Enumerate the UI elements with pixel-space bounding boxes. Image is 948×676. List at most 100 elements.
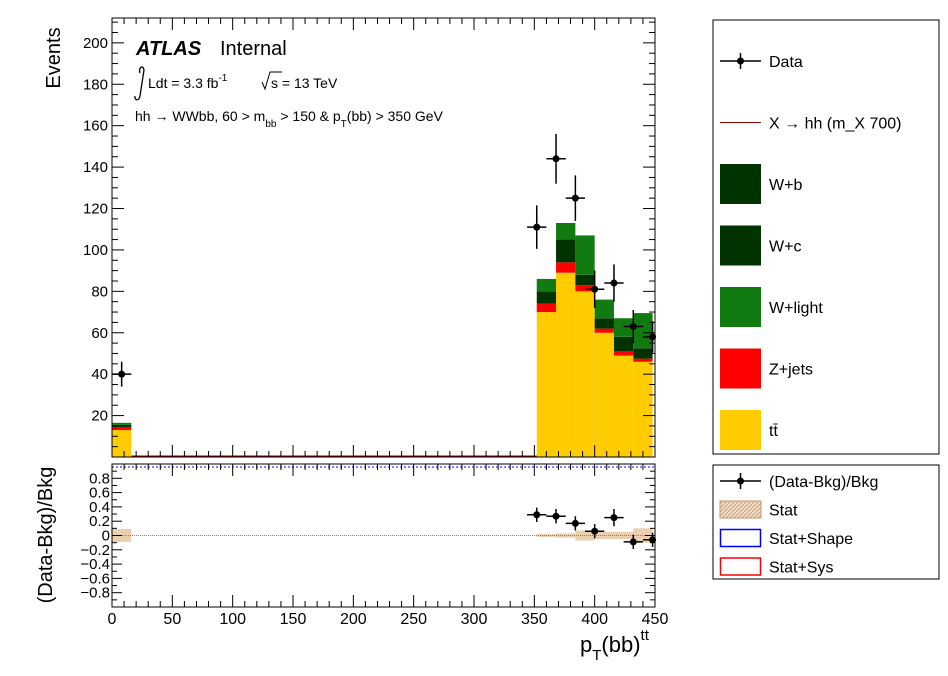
legend-item--data-bkg-bkg: (Data-Bkg)/Bkg [720, 473, 878, 491]
selection-label: hh → WWbb, 60 > mbb > 150 & pT(bb) > 350… [135, 108, 444, 130]
sqrt-sign-icon [261, 71, 282, 91]
bar-3-0 [112, 422, 132, 425]
legend-outline-symbol [719, 557, 762, 576]
status-label: Internal [220, 38, 287, 60]
ratio-point-5 [629, 538, 637, 546]
main-ytick-label-120: 120 [83, 201, 108, 218]
ratio-point-0 [533, 511, 541, 519]
legend-box-symbol [720, 348, 761, 389]
stacked-bars [112, 223, 653, 457]
legend-item-tt-: tt̄ [720, 410, 778, 450]
legend-label: Stat [769, 503, 798, 520]
xtick-label-100: 100 [219, 611, 246, 628]
legend-label: tt̄ [769, 423, 778, 440]
ratio-x-ticks: 0 50 100 150 200 250 300 350 400 450 [108, 464, 669, 628]
legend-hatch-symbol [719, 500, 762, 519]
data-point-1 [533, 223, 541, 231]
legend-item-w-light: W+light [720, 287, 823, 327]
legend-item-w-b: W+b [720, 164, 802, 204]
ratio-ytick-label: −0.2 [80, 542, 110, 559]
ratio-ytick-label: 0.4 [89, 499, 110, 516]
ratio-ytick-label: −0.4 [80, 556, 110, 573]
ratio-point-2 [571, 519, 579, 527]
legend-marker-dot [737, 57, 744, 65]
data-point-3 [571, 194, 579, 202]
data-point-6 [629, 323, 637, 331]
legend-item-stat-sys: Stat+Sys [719, 557, 833, 577]
main-ytick-label-100: 100 [83, 242, 108, 259]
xtick-label-150: 150 [280, 611, 307, 628]
ratio-ytick-label: 0.6 [89, 485, 110, 502]
legend-box-symbol [720, 164, 761, 204]
bar-0-23 [556, 272, 576, 457]
main-ytick-label-140: 140 [83, 159, 108, 176]
ratio-ytick-label: 0.2 [89, 513, 110, 530]
data-points [112, 133, 657, 387]
bar-2-27 [633, 348, 653, 359]
legend-label: (Data-Bkg)/Bkg [769, 474, 878, 491]
bar-3-27 [633, 313, 653, 349]
integral-sign-icon [134, 66, 145, 101]
bar-1-25 [594, 328, 614, 333]
energy-label: s = 13 TeV [271, 75, 338, 91]
bar-1-26 [613, 351, 634, 356]
bar-0-22 [536, 312, 557, 457]
main-ytick-label-40: 40 [91, 366, 108, 383]
bar-1-23 [556, 262, 576, 273]
legend-item-w-c: W+c [720, 225, 801, 266]
stat-band-24 [575, 530, 595, 541]
bar-1-24 [575, 285, 595, 292]
ratio-ytick-label: 0.8 [89, 470, 110, 487]
data-point-2 [552, 155, 560, 163]
xtick-label-0: 0 [108, 611, 117, 628]
legend-box-symbol [720, 287, 761, 327]
ratio-point-4 [610, 514, 618, 522]
bar-2-23 [556, 239, 576, 263]
lumi-label: Ldt = 3.3 fb-1 [148, 73, 228, 91]
bar-0-27 [633, 361, 653, 457]
legend-box-symbol [720, 410, 761, 450]
legend-item-stat: Stat [719, 500, 798, 520]
main-ytick-label-60: 60 [91, 325, 108, 342]
legend-item-data: Data [720, 53, 803, 71]
legend-label: W+c [769, 239, 801, 256]
xtick-label-300: 300 [461, 611, 488, 628]
legend-item-z-jets: Z+jets [720, 348, 813, 389]
ratio-plot-panel: 0.80.60.40.20−0.2−0.4−0.6−0.8 0 50 100 150 2… [35, 463, 669, 664]
bar-2-22 [536, 291, 557, 304]
legend-label: W+light [769, 300, 823, 317]
legend-label: X → hh (m_X 700) [769, 116, 902, 133]
bar-0-25 [594, 332, 614, 457]
legend-label: Z+jets [769, 362, 813, 379]
legend-outline-symbol [719, 528, 762, 548]
xtick-label-450: 450 [642, 611, 669, 628]
xtick-label-200: 200 [340, 611, 367, 628]
bar-1-22 [536, 303, 557, 313]
main-y-axis-label: Events [43, 27, 65, 88]
bar-3-25 [594, 299, 614, 319]
bar-3-26 [613, 318, 634, 337]
legend-label: Stat+Sys [769, 560, 833, 577]
atlas-label: ATLAS [135, 38, 202, 60]
main-ytick-label-200: 200 [83, 35, 108, 52]
bar-0-0 [112, 430, 132, 457]
ratio-legend-frame [712, 464, 940, 580]
bar-3-22 [536, 278, 557, 292]
ratio-y-ticks: 0.80.60.40.20−0.2−0.4−0.6−0.8 [80, 463, 655, 608]
legend-label: Data [769, 54, 803, 71]
xtick-label-400: 400 [581, 611, 608, 628]
x-axis-label: pT(bb)tt [580, 627, 650, 664]
ratio-ytick-label: −0.8 [80, 585, 110, 602]
ratio-y-axis-label: (Data-Bkg)/Bkg [35, 467, 57, 604]
bar-0-24 [575, 291, 595, 457]
stat-band-23 [556, 533, 576, 538]
main-y-ticks: 20 40 60 80 100 120 140 160 180 200 [83, 21, 655, 458]
legend-box-symbol [720, 225, 761, 266]
ratio-ytick-label: 0 [102, 528, 110, 545]
legend-label: W+b [769, 177, 802, 194]
main-ytick-label-180: 180 [83, 76, 108, 93]
bar-1-27 [633, 358, 653, 362]
bar-3-23 [556, 223, 576, 240]
